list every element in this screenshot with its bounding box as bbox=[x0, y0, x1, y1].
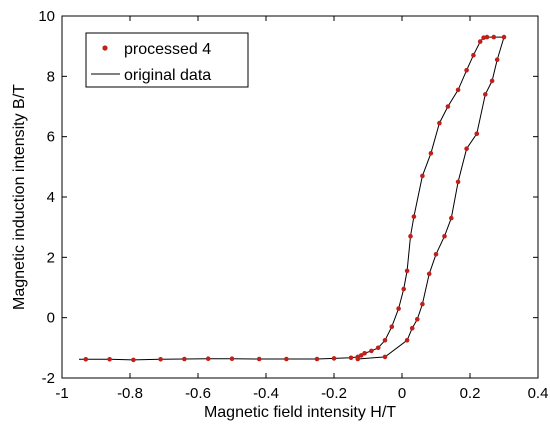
x-axis-ticks: -1 -0.8 -0.6 -0.4 -0.2 0 0.2 0.4 bbox=[55, 16, 548, 402]
legend-marker-processed bbox=[102, 45, 108, 51]
x-tick-label: -0.6 bbox=[185, 385, 211, 402]
processed-data-point bbox=[464, 146, 469, 151]
processed-data-point bbox=[205, 356, 211, 362]
processed-data-point bbox=[481, 35, 486, 40]
processed-data-point bbox=[455, 87, 461, 93]
x-tick-label: -0.2 bbox=[321, 385, 347, 402]
original-data-line bbox=[79, 36, 505, 361]
processed-data-point bbox=[484, 34, 490, 40]
processed-data-point bbox=[131, 357, 136, 363]
legend-label-processed: processed 4 bbox=[124, 41, 211, 58]
y-tick-label: 6 bbox=[47, 129, 55, 146]
processed-data-point bbox=[442, 233, 447, 239]
processed-data-point bbox=[362, 351, 367, 356]
processed-data-point bbox=[389, 324, 395, 330]
series-layer bbox=[79, 34, 507, 363]
processed-data-point bbox=[369, 348, 374, 354]
processed-data-point bbox=[229, 356, 235, 362]
legend-label-original: original data bbox=[124, 67, 211, 84]
processed-data-point bbox=[396, 306, 401, 311]
processed-data-point bbox=[358, 353, 364, 358]
processed-data-point bbox=[401, 286, 407, 292]
processed-data-point bbox=[428, 151, 434, 156]
processed-data-point bbox=[433, 252, 439, 257]
processed-data-point bbox=[455, 179, 461, 185]
processed-data-point bbox=[375, 345, 381, 351]
y-tick-label: -2 bbox=[42, 370, 55, 387]
processed-data-point bbox=[494, 57, 500, 62]
processed-data-point bbox=[382, 338, 388, 343]
y-tick-label: 4 bbox=[47, 189, 55, 206]
y-axis-label: Magnetic induction intensity B/T bbox=[11, 84, 28, 310]
legend: processed 4 original data bbox=[85, 32, 249, 88]
x-axis-label: Magnetic field intensity H/T bbox=[204, 404, 396, 421]
processed-data-point bbox=[489, 78, 495, 84]
processed-data-point bbox=[415, 316, 420, 322]
processed-data-point bbox=[408, 233, 413, 239]
processed-data-point bbox=[348, 355, 354, 361]
processed-data-point bbox=[331, 356, 337, 361]
processed-data-point bbox=[83, 357, 89, 362]
processed-data-point bbox=[314, 356, 320, 362]
processed-data-point bbox=[437, 120, 442, 126]
x-tick-label: -0.8 bbox=[117, 385, 143, 402]
processed-data-point bbox=[411, 214, 417, 219]
processed-data-point bbox=[382, 354, 388, 360]
processed-data-point bbox=[445, 104, 451, 109]
processed-data-point bbox=[426, 271, 432, 277]
processed-data-point bbox=[284, 356, 289, 362]
processed-data-point bbox=[471, 52, 476, 58]
x-tick-label: 0.4 bbox=[528, 385, 549, 402]
y-tick-label: 8 bbox=[47, 68, 55, 85]
processed-data-point bbox=[474, 131, 480, 136]
processed-data-point bbox=[483, 92, 488, 97]
processed-data-point bbox=[477, 39, 483, 44]
processed-data-point bbox=[182, 356, 187, 362]
x-tick-label: -0.4 bbox=[253, 385, 279, 402]
x-tick-label: -1 bbox=[55, 385, 68, 402]
processed-data-point bbox=[420, 173, 425, 179]
processed-data-point bbox=[355, 356, 361, 362]
processed-data-point bbox=[409, 325, 415, 331]
y-axis-ticks: -2 0 2 4 6 8 10 bbox=[38, 8, 538, 387]
processed-data-point bbox=[404, 268, 410, 274]
processed-data-point bbox=[107, 357, 112, 362]
processed-data-point bbox=[420, 301, 425, 307]
y-tick-label: 2 bbox=[47, 249, 55, 266]
y-tick-label: 0 bbox=[47, 310, 55, 327]
legend-box bbox=[85, 32, 249, 88]
processed-data-point bbox=[464, 68, 469, 73]
processed-data-point bbox=[256, 356, 262, 362]
y-tick-label: 10 bbox=[38, 8, 55, 25]
processed-data-point bbox=[491, 34, 497, 40]
x-tick-label: 0.2 bbox=[460, 385, 481, 402]
processed-data-point bbox=[449, 215, 454, 221]
processed-data-point bbox=[404, 338, 410, 343]
processed-data-point bbox=[158, 357, 163, 362]
processed-data-point bbox=[501, 34, 507, 40]
x-tick-label: 0 bbox=[398, 385, 406, 402]
